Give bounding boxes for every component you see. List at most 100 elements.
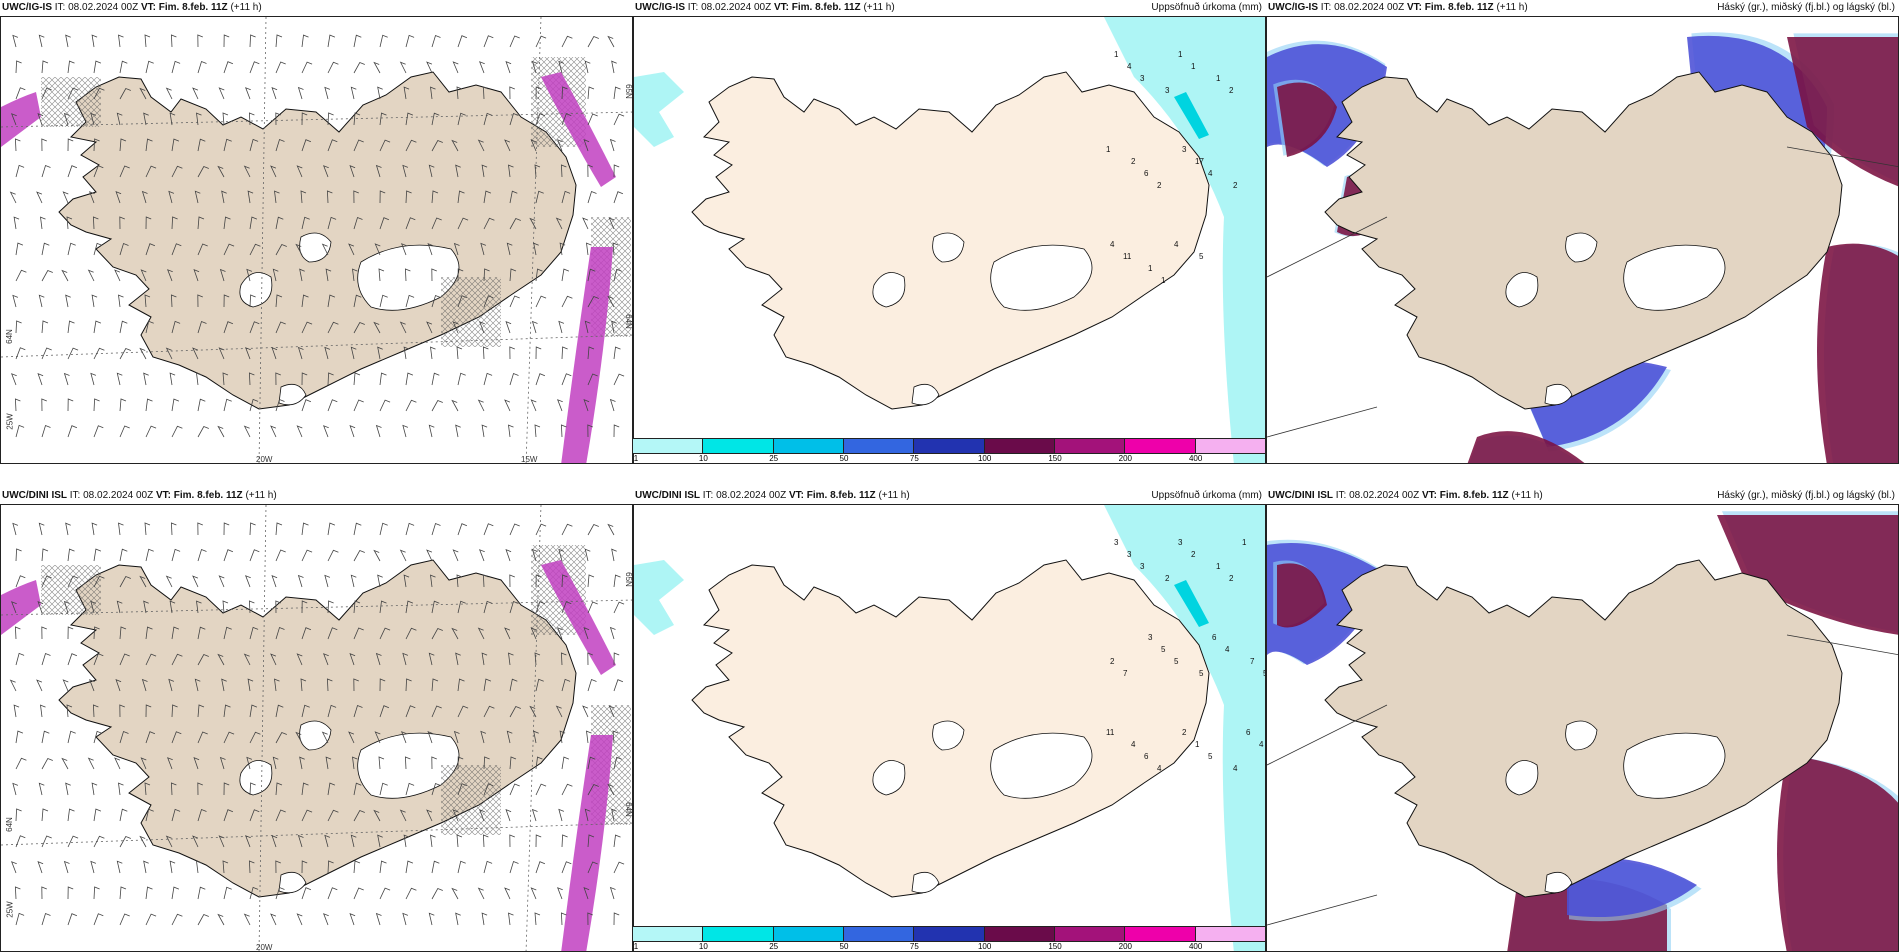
wind-barb: [350, 86, 357, 100]
wind-barb: [404, 268, 411, 282]
wind-barb: [197, 548, 207, 562]
wind-barb: [40, 216, 46, 230]
wind-barb: [402, 912, 409, 926]
wind-barb: [247, 678, 254, 692]
precip-value: 6: [1144, 752, 1149, 761]
wind-barb: [353, 216, 363, 230]
wind-barb: [10, 113, 17, 126]
wind-barb: [41, 626, 47, 640]
wind-barb: [509, 574, 515, 588]
wind-barb: [115, 679, 122, 692]
wind-barb: [402, 164, 409, 178]
wind-barb: [587, 113, 598, 126]
wind-barb: [587, 678, 597, 692]
wind-barb: [451, 627, 459, 640]
wind-barb: [431, 190, 439, 204]
wind-barb: [379, 627, 391, 640]
wind-barb: [431, 294, 441, 308]
wind-barb: [480, 242, 487, 256]
wind-barb: [67, 425, 78, 438]
wind-barb: [353, 809, 365, 822]
wind-barb: [405, 887, 417, 900]
wind-barb: [482, 346, 489, 360]
panel-header: UWC/IG-IS IT: 08.02.2024 00Z VT: Fim. 8.…: [2, 2, 262, 13]
panel-precip-dini[interactable]: UWC/DINI ISL IT: 08.02.2024 00Z VT: Fim.…: [633, 488, 1266, 952]
wind-barb: [613, 164, 620, 178]
wind-barb: [611, 60, 617, 74]
wind-barb: [327, 704, 337, 718]
wind-barb: [558, 808, 565, 822]
wind-barb: [587, 164, 593, 178]
wind-barb: [379, 190, 386, 204]
panel-clouds-dini[interactable]: UWC/DINI ISL IT: 08.02.2024 00Z VT: Fim.…: [1266, 488, 1899, 952]
colorbar-swatch: [1125, 439, 1196, 453]
precip-area: [1104, 505, 1265, 951]
wind-barb: [322, 165, 329, 178]
wind-barb: [561, 523, 573, 536]
wind-barb: [322, 913, 329, 926]
wind-barb: [275, 61, 286, 74]
wind-barb: [504, 399, 511, 412]
wind-barb: [428, 164, 435, 178]
colorbar-swatch: [1125, 927, 1196, 941]
wind-barb: [145, 704, 152, 718]
map-clouds[interactable]: [1266, 16, 1899, 464]
wind-barb: [561, 35, 573, 48]
wind-barb: [403, 346, 410, 360]
wind-barb: [221, 678, 227, 692]
wind-barb: [483, 600, 493, 614]
colorbar-swatch: [1054, 927, 1126, 941]
wind-barb: [451, 139, 459, 152]
wind-speed-band: [541, 560, 616, 675]
map-precip[interactable]: 1 4 3 3 1 1 1 2 1 2 6 2 3 17 4 2 4 11 1 1 4 5: [633, 16, 1266, 464]
wind-barb: [139, 87, 147, 100]
wind-barb: [243, 425, 251, 438]
wind-barb: [93, 808, 102, 822]
wind-barb: [171, 548, 181, 562]
colorbar-label: 150: [1048, 454, 1062, 463]
wind-barb: [271, 87, 278, 100]
wind-barb: [561, 373, 572, 386]
precip-value: 2: [1110, 657, 1115, 666]
map-precip[interactable]: 3332321214273555647511464215464: [633, 504, 1266, 952]
wind-barb: [301, 782, 309, 796]
panel-wind-ig-is[interactable]: UWC/IG-IS IT: 08.02.2024 00Z VT: Fim. 8.…: [0, 0, 633, 464]
panel-precip-ig-is[interactable]: UWC/IG-IS IT: 08.02.2024 00Z VT: Fim. 8.…: [633, 0, 1266, 464]
panel-wind-dini[interactable]: UWC/DINI ISL IT: 08.02.2024 00Z VT: Fim.…: [0, 488, 633, 952]
glacier-outline: [1623, 732, 1726, 799]
wind-barb: [556, 887, 563, 900]
glacier-outline: [872, 760, 906, 796]
wind-barb: [452, 809, 459, 822]
map-wind[interactable]: 20W 25W 64N 64N 65N: [0, 504, 633, 952]
precip-value: 1: [1216, 74, 1221, 83]
wind-barb: [327, 522, 336, 536]
wind-barb: [508, 164, 514, 178]
wind-barb: [613, 679, 624, 692]
wind-barb: [41, 835, 52, 848]
wind-barb: [402, 652, 409, 666]
lat-label-64n: 64N: [4, 817, 14, 832]
wind-barb: [405, 139, 417, 152]
wind-barb: [169, 112, 176, 126]
wind-barb: [405, 190, 412, 204]
wind-barb: [114, 269, 121, 282]
colorbar-label: 25: [769, 454, 779, 463]
glacier-outline: [911, 383, 940, 406]
precip-value: 4: [1157, 764, 1162, 773]
wind-barb: [326, 678, 333, 692]
panel-clouds-ig-is[interactable]: UWC/IG-IS IT: 08.02.2024 00Z VT: Fim. 8.…: [1266, 0, 1899, 464]
wind-barb: [41, 575, 52, 588]
wind-barb: [36, 191, 43, 204]
wind-barb: [170, 782, 177, 796]
wind-barb: [483, 372, 493, 386]
wind-barb: [405, 112, 414, 126]
wind-barb: [165, 347, 173, 360]
wind-barb: [118, 34, 124, 48]
map-clouds[interactable]: [1266, 504, 1899, 952]
wind-barb: [428, 424, 435, 438]
map-wind[interactable]: 20W 15W 25W 64N 64N 65N: [0, 16, 633, 464]
wind-barb: [297, 574, 304, 588]
colorbar-swatch: [1195, 439, 1266, 453]
precip-value: 5: [1199, 252, 1204, 261]
wind-barb: [41, 808, 49, 822]
